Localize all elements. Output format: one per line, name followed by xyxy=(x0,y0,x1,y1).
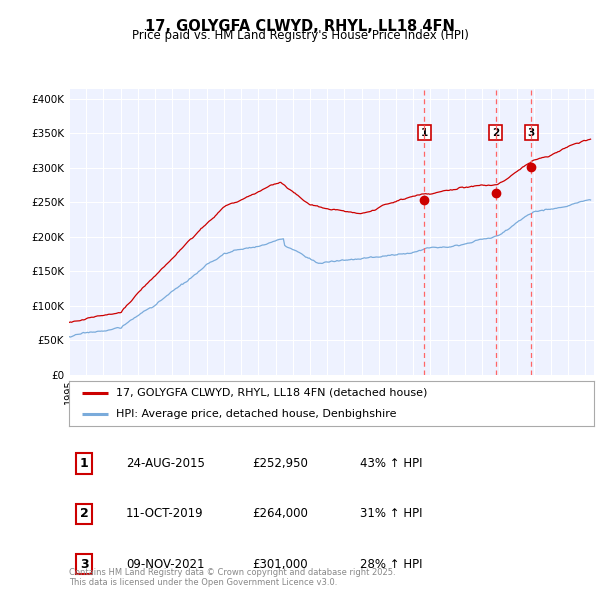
Text: £252,950: £252,950 xyxy=(252,457,308,470)
Text: Price paid vs. HM Land Registry's House Price Index (HPI): Price paid vs. HM Land Registry's House … xyxy=(131,30,469,42)
Text: 28% ↑ HPI: 28% ↑ HPI xyxy=(360,558,422,571)
Text: 3: 3 xyxy=(80,558,88,571)
Text: Contains HM Land Registry data © Crown copyright and database right 2025.
This d: Contains HM Land Registry data © Crown c… xyxy=(69,568,395,587)
Text: HPI: Average price, detached house, Denbighshire: HPI: Average price, detached house, Denb… xyxy=(116,409,397,419)
Text: 3: 3 xyxy=(528,128,535,138)
Text: 09-NOV-2021: 09-NOV-2021 xyxy=(126,558,205,571)
Text: 1: 1 xyxy=(421,128,428,138)
Text: £264,000: £264,000 xyxy=(252,507,308,520)
Text: 2: 2 xyxy=(492,128,499,138)
Text: 31% ↑ HPI: 31% ↑ HPI xyxy=(360,507,422,520)
Text: £301,000: £301,000 xyxy=(252,558,308,571)
Text: 1: 1 xyxy=(80,457,88,470)
Text: 17, GOLYGFA CLWYD, RHYL, LL18 4FN: 17, GOLYGFA CLWYD, RHYL, LL18 4FN xyxy=(145,19,455,34)
Text: 43% ↑ HPI: 43% ↑ HPI xyxy=(360,457,422,470)
Text: 24-AUG-2015: 24-AUG-2015 xyxy=(126,457,205,470)
Text: 2: 2 xyxy=(80,507,88,520)
Text: 11-OCT-2019: 11-OCT-2019 xyxy=(126,507,203,520)
Text: 17, GOLYGFA CLWYD, RHYL, LL18 4FN (detached house): 17, GOLYGFA CLWYD, RHYL, LL18 4FN (detac… xyxy=(116,388,428,398)
